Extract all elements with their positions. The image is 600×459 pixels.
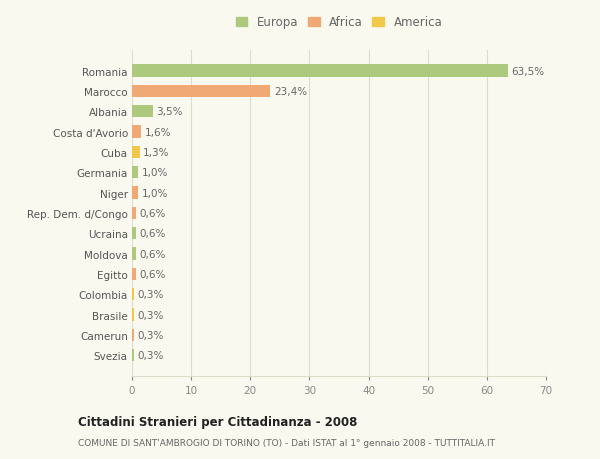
Bar (132, 187, 138, 199)
Bar (132, 329, 134, 341)
Text: 3,5%: 3,5% (156, 107, 183, 117)
Text: 0,3%: 0,3% (137, 310, 164, 320)
Text: 0,6%: 0,6% (139, 208, 166, 218)
Text: 0,3%: 0,3% (137, 290, 164, 300)
Bar (132, 349, 134, 362)
Text: 23,4%: 23,4% (274, 87, 307, 97)
Bar (132, 106, 152, 118)
Text: 0,6%: 0,6% (139, 229, 166, 239)
Bar (132, 207, 136, 219)
Text: COMUNE DI SANT'AMBROGIO DI TORINO (TO) - Dati ISTAT al 1° gennaio 2008 - TUTTITA: COMUNE DI SANT'AMBROGIO DI TORINO (TO) -… (78, 438, 495, 448)
Bar (132, 146, 140, 159)
Bar (132, 268, 136, 280)
Text: 0,6%: 0,6% (139, 249, 166, 259)
Text: 1,3%: 1,3% (143, 148, 170, 157)
Text: 63,5%: 63,5% (511, 67, 544, 76)
Bar (132, 228, 136, 240)
Bar (132, 126, 142, 138)
Bar (132, 289, 134, 301)
Text: 0,6%: 0,6% (139, 269, 166, 279)
Bar (132, 167, 138, 179)
Text: 1,0%: 1,0% (142, 168, 168, 178)
Bar (132, 248, 136, 260)
Text: 0,3%: 0,3% (137, 351, 164, 360)
Text: 1,0%: 1,0% (142, 188, 168, 198)
Text: 1,6%: 1,6% (145, 127, 172, 137)
Legend: Europa, Africa, America: Europa, Africa, America (233, 14, 445, 32)
Text: Cittadini Stranieri per Cittadinanza - 2008: Cittadini Stranieri per Cittadinanza - 2… (78, 415, 358, 428)
Bar (132, 65, 508, 78)
Bar (132, 85, 271, 98)
Text: 0,3%: 0,3% (137, 330, 164, 340)
Bar (132, 309, 134, 321)
